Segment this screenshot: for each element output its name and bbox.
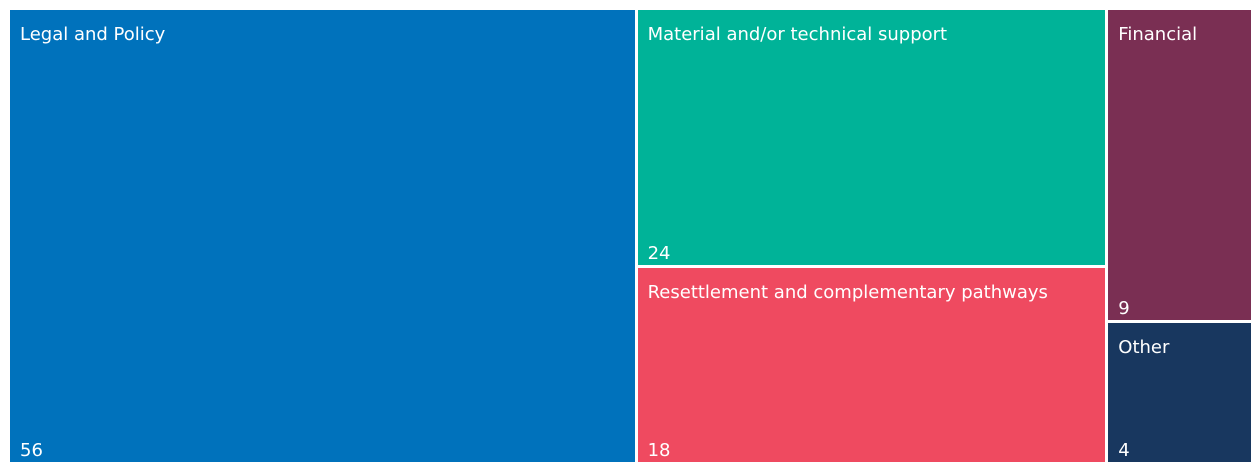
treemap-tile: Legal and Policy 56: [10, 10, 635, 462]
tile-label: Other: [1118, 336, 1170, 358]
treemap-tile: Other 4: [1108, 322, 1251, 462]
tile-label: Resettlement and complementary pathways: [647, 282, 1048, 304]
tile-value: 9: [1118, 297, 1130, 319]
tile-label: Financial: [1118, 24, 1198, 45]
tile-value: 24: [647, 243, 671, 265]
tile-value: 4: [1118, 439, 1130, 461]
treemap-tile: Financial 9: [1108, 10, 1251, 320]
tile-label: Material and/or technical support: [647, 24, 948, 45]
tile-value: 18: [647, 439, 671, 461]
tile-label: Legal and Policy: [20, 24, 166, 45]
treemap-tile: Material and/or technical support 24: [637, 10, 1106, 266]
tile-value: 56: [20, 440, 43, 461]
treemap-tile: Resettlement and complementary pathways 1…: [637, 268, 1106, 462]
